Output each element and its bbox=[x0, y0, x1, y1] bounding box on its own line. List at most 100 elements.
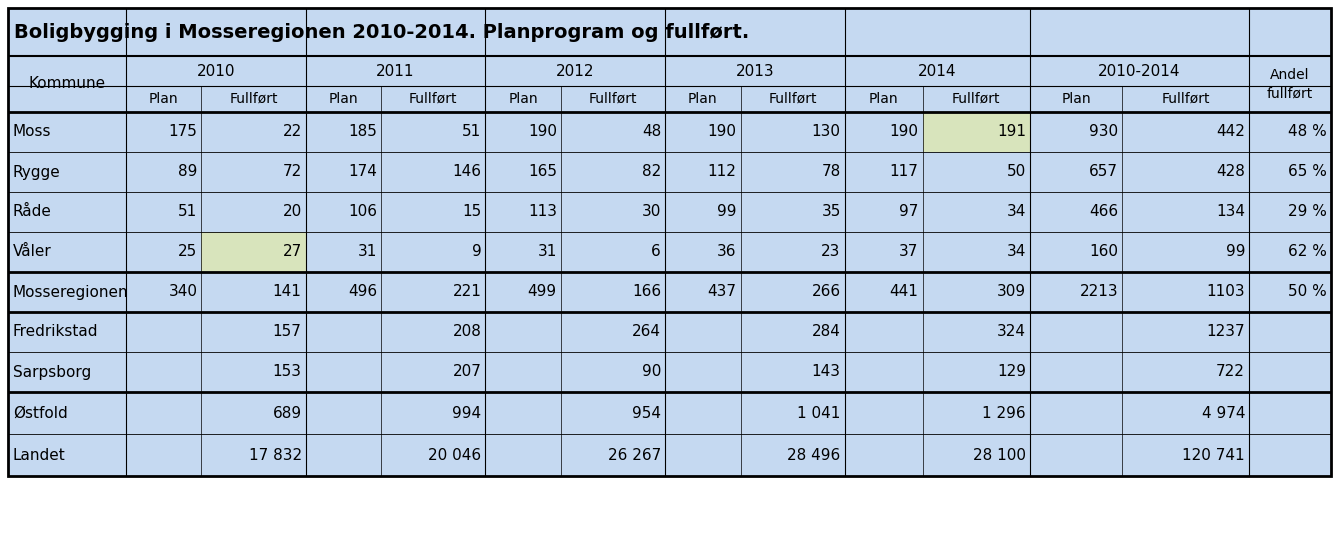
Text: 82: 82 bbox=[641, 164, 661, 179]
Text: 1 296: 1 296 bbox=[983, 405, 1026, 421]
Text: 146: 146 bbox=[453, 164, 481, 179]
Text: 78: 78 bbox=[822, 164, 841, 179]
Text: 50: 50 bbox=[1007, 164, 1026, 179]
Text: 340: 340 bbox=[169, 285, 197, 300]
Text: 221: 221 bbox=[453, 285, 481, 300]
Text: Sarpsborg: Sarpsborg bbox=[13, 364, 91, 379]
Text: 2013: 2013 bbox=[735, 63, 774, 79]
Text: 190: 190 bbox=[707, 125, 736, 139]
Text: 175: 175 bbox=[169, 125, 197, 139]
Text: 722: 722 bbox=[1216, 364, 1245, 379]
Text: Østfold: Østfold bbox=[13, 405, 68, 421]
Text: 496: 496 bbox=[348, 285, 378, 300]
Text: 22: 22 bbox=[283, 125, 301, 139]
Text: 20 046: 20 046 bbox=[428, 447, 481, 462]
Text: 134: 134 bbox=[1216, 204, 1245, 219]
Text: 994: 994 bbox=[453, 405, 481, 421]
Text: 499: 499 bbox=[528, 285, 557, 300]
Text: 129: 129 bbox=[998, 364, 1026, 379]
Text: Fullført: Fullført bbox=[589, 92, 637, 106]
Text: Fullført: Fullført bbox=[769, 92, 817, 106]
Text: 160: 160 bbox=[1089, 245, 1118, 260]
Text: 284: 284 bbox=[811, 325, 841, 340]
Text: 26 267: 26 267 bbox=[608, 447, 661, 462]
Text: 185: 185 bbox=[348, 125, 378, 139]
Text: Fullført: Fullført bbox=[952, 92, 1000, 106]
Text: 117: 117 bbox=[889, 164, 919, 179]
Text: Våler: Våler bbox=[13, 245, 52, 260]
Text: 207: 207 bbox=[453, 364, 481, 379]
Text: 208: 208 bbox=[453, 325, 481, 340]
Text: 28 100: 28 100 bbox=[973, 447, 1026, 462]
Text: 2213: 2213 bbox=[1079, 285, 1118, 300]
Text: Landet: Landet bbox=[13, 447, 66, 462]
Text: 34: 34 bbox=[1007, 245, 1026, 260]
Text: 17 832: 17 832 bbox=[249, 447, 301, 462]
Text: 51: 51 bbox=[178, 204, 197, 219]
Text: 141: 141 bbox=[273, 285, 301, 300]
Text: 309: 309 bbox=[998, 285, 1026, 300]
Text: Plan: Plan bbox=[688, 92, 718, 106]
Text: 442: 442 bbox=[1216, 125, 1245, 139]
Text: 89: 89 bbox=[178, 164, 197, 179]
Text: 62 %: 62 % bbox=[1288, 245, 1327, 260]
Text: 954: 954 bbox=[632, 405, 661, 421]
Text: 97: 97 bbox=[900, 204, 919, 219]
Text: 4 974: 4 974 bbox=[1201, 405, 1245, 421]
Text: 31: 31 bbox=[537, 245, 557, 260]
Text: 31: 31 bbox=[358, 245, 378, 260]
Text: 106: 106 bbox=[348, 204, 378, 219]
Text: 99: 99 bbox=[1225, 245, 1245, 260]
Text: 2010-2014: 2010-2014 bbox=[1098, 63, 1181, 79]
Text: 930: 930 bbox=[1089, 125, 1118, 139]
Text: 25: 25 bbox=[178, 245, 197, 260]
Text: 190: 190 bbox=[889, 125, 919, 139]
Text: 165: 165 bbox=[528, 164, 557, 179]
Text: Plan: Plan bbox=[328, 92, 359, 106]
Text: 2010: 2010 bbox=[197, 63, 236, 79]
Text: 166: 166 bbox=[632, 285, 661, 300]
Text: 23: 23 bbox=[821, 245, 841, 260]
Text: 72: 72 bbox=[283, 164, 301, 179]
Text: Rygge: Rygge bbox=[13, 164, 60, 179]
Text: 324: 324 bbox=[998, 325, 1026, 340]
Text: Fullført: Fullført bbox=[408, 92, 458, 106]
Text: 441: 441 bbox=[889, 285, 919, 300]
Text: 153: 153 bbox=[273, 364, 301, 379]
Text: Plan: Plan bbox=[509, 92, 538, 106]
Text: 48 %: 48 % bbox=[1288, 125, 1327, 139]
Text: 9: 9 bbox=[471, 245, 481, 260]
Text: 36: 36 bbox=[716, 245, 736, 260]
Text: 37: 37 bbox=[900, 245, 919, 260]
Text: Fredrikstad: Fredrikstad bbox=[13, 325, 99, 340]
Text: 50 %: 50 % bbox=[1288, 285, 1327, 300]
Text: 2012: 2012 bbox=[556, 63, 595, 79]
Text: 174: 174 bbox=[348, 164, 378, 179]
Text: Plan: Plan bbox=[1062, 92, 1091, 106]
Text: 15: 15 bbox=[462, 204, 481, 219]
Text: 6: 6 bbox=[651, 245, 661, 260]
Text: Fullført: Fullført bbox=[1161, 92, 1209, 106]
Text: 65 %: 65 % bbox=[1288, 164, 1327, 179]
Text: 34: 34 bbox=[1007, 204, 1026, 219]
Text: 48: 48 bbox=[641, 125, 661, 139]
Text: 2011: 2011 bbox=[376, 63, 415, 79]
Text: 689: 689 bbox=[273, 405, 301, 421]
Text: 1 041: 1 041 bbox=[797, 405, 841, 421]
Text: 120 741: 120 741 bbox=[1182, 447, 1245, 462]
Text: 191: 191 bbox=[998, 125, 1026, 139]
Text: 190: 190 bbox=[528, 125, 557, 139]
Text: 29 %: 29 % bbox=[1288, 204, 1327, 219]
Text: Plan: Plan bbox=[869, 92, 898, 106]
Text: Kommune: Kommune bbox=[28, 76, 106, 91]
Bar bbox=[201, 232, 305, 272]
Text: Moss: Moss bbox=[13, 125, 51, 139]
Text: 143: 143 bbox=[811, 364, 841, 379]
Text: Andel
fullført: Andel fullført bbox=[1267, 68, 1314, 100]
Text: 466: 466 bbox=[1089, 204, 1118, 219]
Text: 51: 51 bbox=[462, 125, 481, 139]
Text: 1237: 1237 bbox=[1206, 325, 1245, 340]
Text: Mosseregionen: Mosseregionen bbox=[13, 285, 129, 300]
Text: 130: 130 bbox=[811, 125, 841, 139]
Bar bbox=[8, 8, 1331, 476]
